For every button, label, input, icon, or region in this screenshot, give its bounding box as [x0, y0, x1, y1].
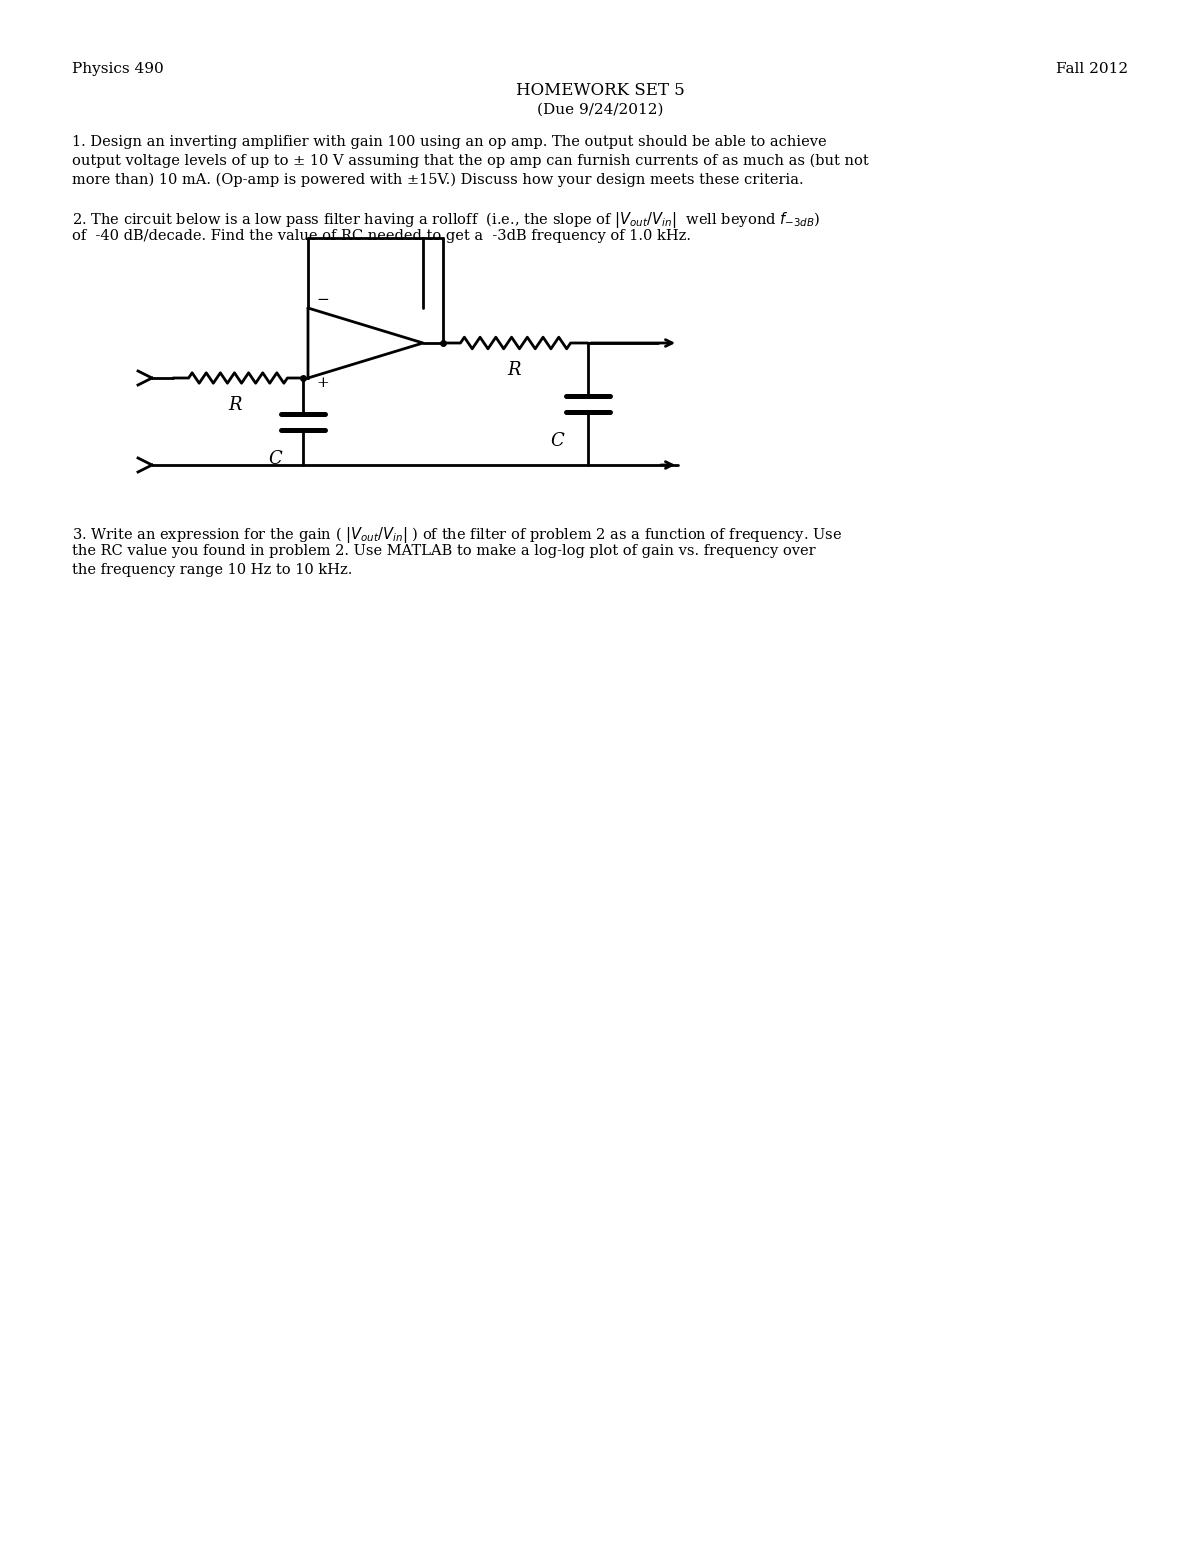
Text: of  -40 dB/decade. Find the value of RC needed to get a  -3dB frequency of 1.0 k: of -40 dB/decade. Find the value of RC n… — [72, 228, 691, 242]
Text: R: R — [508, 360, 521, 379]
Text: C: C — [550, 432, 564, 450]
Text: 2. The circuit below is a low pass filter having a rolloff  (i.e., the slope of : 2. The circuit below is a low pass filte… — [72, 210, 821, 230]
Text: the frequency range 10 Hz to 10 kHz.: the frequency range 10 Hz to 10 kHz. — [72, 564, 353, 578]
Text: R: R — [228, 396, 241, 415]
Text: more than) 10 mA. (Op-amp is powered with ±15V.) Discuss how your design meets t: more than) 10 mA. (Op-amp is powered wit… — [72, 172, 804, 188]
Text: (Due 9/24/2012): (Due 9/24/2012) — [536, 102, 664, 116]
Text: HOMEWORK SET 5: HOMEWORK SET 5 — [516, 82, 684, 99]
Text: Physics 490: Physics 490 — [72, 62, 163, 76]
Text: 1. Design an inverting amplifier with gain 100 using an op amp. The output shoul: 1. Design an inverting amplifier with ga… — [72, 135, 827, 149]
Text: Fall 2012: Fall 2012 — [1056, 62, 1128, 76]
Text: 3. Write an expression for the gain ( $|V_{out}/V_{in}|$ ) of the filter of prob: 3. Write an expression for the gain ( $|… — [72, 525, 842, 545]
Text: C: C — [268, 449, 282, 467]
Text: output voltage levels of up to ± 10 V assuming that the op amp can furnish curre: output voltage levels of up to ± 10 V as… — [72, 154, 869, 168]
Text: the RC value you found in problem 2. Use MATLAB to make a log-log plot of gain v: the RC value you found in problem 2. Use… — [72, 544, 816, 558]
Text: +: + — [316, 376, 329, 390]
Text: −: − — [316, 294, 329, 307]
